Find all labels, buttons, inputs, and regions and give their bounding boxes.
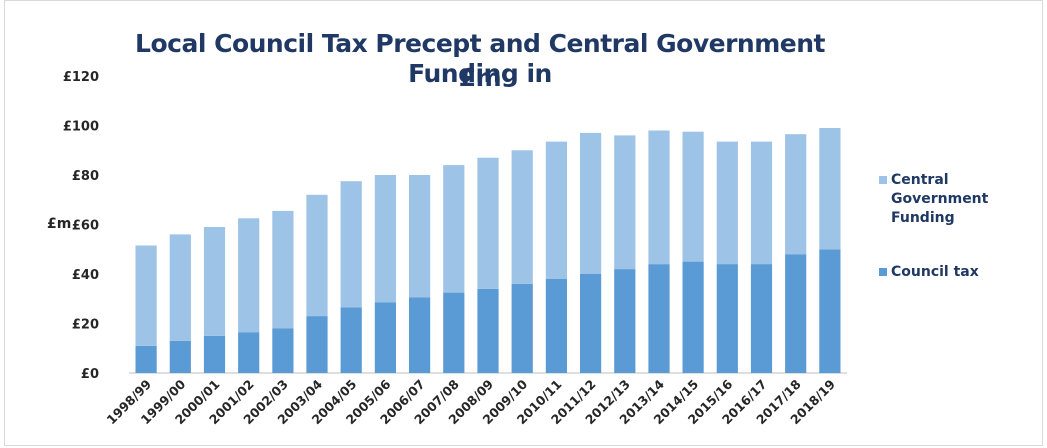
y-tick-label: £40 [72,268,99,283]
bar-council-tax [238,332,260,373]
bar-council-tax [203,335,226,373]
bar-central-government-funding [340,181,362,308]
bar-council-tax [135,345,157,373]
bar-council-tax [409,297,431,373]
bar-council-tax [477,288,499,373]
bar-council-tax [511,283,533,373]
bar-central-government-funding [545,141,567,279]
bar-central-government-funding [203,227,226,336]
bar-council-tax [443,292,465,373]
y-axis-label: £m [47,216,72,232]
y-tick-label: £60 [72,219,99,234]
bar-central-government-funding [750,141,773,265]
legend-central-government-funding: Central Government Funding [879,171,1029,228]
legend-swatch-central [879,176,887,184]
bar-council-tax [306,316,328,373]
bar-central-government-funding [272,210,294,329]
bar-central-government-funding [580,132,602,274]
bar-council-tax [750,264,773,373]
bar-council-tax [545,278,567,373]
bar-council-tax [682,261,704,373]
bar-council-tax [716,264,738,373]
legend-swatch-council [879,268,887,276]
legend-label-central: Central Government Funding [891,172,989,226]
bar-central-government-funding [409,175,431,298]
bar-council-tax [819,249,841,374]
bar-council-tax [374,302,396,373]
y-tick-label: £120 [63,70,99,85]
bar-council-tax [169,340,191,373]
bar-council-tax [614,269,636,373]
bar-central-government-funding [648,130,670,265]
y-tick-label: £80 [72,169,99,184]
legend-council-tax: Council tax [879,263,1029,282]
y-tick-label: £20 [72,318,99,333]
bar-council-tax [648,264,670,373]
bar-central-government-funding [511,150,533,284]
bar-chart: £0£20£40£60£80£100£1201998/991999/002000… [63,70,847,427]
y-tick-label: £0 [81,367,99,382]
bar-central-government-funding [374,175,396,303]
bar-central-government-funding [682,131,704,262]
bar-council-tax [272,328,294,373]
bar-central-government-funding [238,218,260,333]
chart-title-line1: Local Council Tax Precept and Central Go… [135,29,825,88]
bar-council-tax [340,307,362,373]
bar-central-government-funding [614,135,636,270]
bar-central-government-funding [716,141,738,265]
bar-central-government-funding [443,165,465,293]
bar-central-government-funding [785,134,807,255]
bar-central-government-funding [135,245,157,346]
bar-central-government-funding [819,128,841,250]
bar-central-government-funding [477,157,499,289]
chart-title-line2: £m [458,63,502,92]
chart-frame: Local Council Tax Precept and Central Go… [4,0,1043,446]
bar-council-tax [785,254,807,373]
bar-council-tax [580,274,602,373]
y-tick-label: £100 [63,120,99,135]
legend-label-council: Council tax [891,264,979,280]
bar-central-government-funding [169,234,191,341]
bar-central-government-funding [306,194,328,317]
